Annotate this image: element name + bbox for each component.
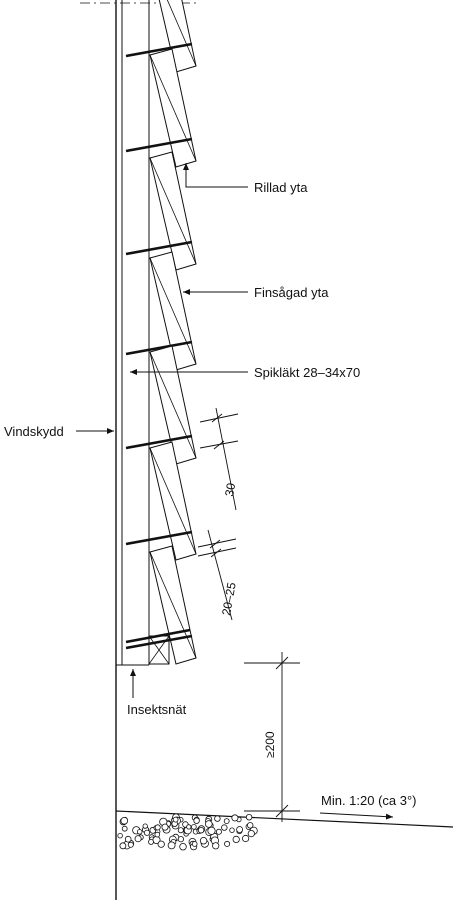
gravel-stone	[161, 823, 169, 831]
dimension-30	[199, 407, 239, 511]
gravel-stone	[148, 839, 154, 845]
leader-rillad	[183, 163, 248, 188]
cladding-boards	[125, 0, 197, 665]
gravel-stone	[199, 837, 208, 845]
gravel-stone	[154, 831, 161, 838]
gravel-stone	[247, 829, 255, 838]
nail	[125, 434, 193, 450]
gravel-stone	[127, 841, 134, 848]
gravel-stone	[167, 841, 176, 850]
nail	[125, 530, 193, 546]
gravel-stone	[245, 814, 253, 821]
label-rillad-yta: Rillad yta	[254, 180, 308, 195]
insect-net-block	[148, 635, 170, 665]
gravel-stone	[232, 835, 240, 844]
gravel-stone	[117, 833, 123, 839]
gravel-stone	[143, 829, 151, 836]
gravel-stone	[223, 818, 230, 824]
gravel-stone	[205, 820, 213, 828]
gravel-stone	[119, 842, 127, 850]
gravel-stone	[191, 841, 198, 847]
gravel-stone	[177, 836, 184, 843]
gravel-stone	[246, 822, 254, 829]
gravel-stone	[154, 824, 161, 831]
board-diagonal	[149, 447, 197, 555]
dimension-200	[244, 652, 300, 822]
gravel-stone	[212, 842, 220, 850]
gravel-stone	[229, 827, 235, 833]
gravel-stone	[221, 824, 228, 831]
dimension-30-label: 30	[222, 482, 238, 498]
board-diagonal	[149, 551, 197, 659]
label-spiklakt: Spikläkt 28–34x70	[254, 365, 360, 380]
gravel-stone	[124, 835, 132, 843]
nail	[125, 137, 193, 153]
dimension-20-25-label: 20–25	[219, 581, 239, 617]
gravel-stone	[207, 826, 216, 835]
gravel-stone	[231, 814, 239, 822]
gravel-stone	[224, 840, 231, 847]
label-vindskydd: Vindskydd	[4, 424, 64, 439]
dimension-200-label: ≥200	[263, 731, 277, 758]
gravel-stone	[136, 829, 143, 835]
ground-line	[115, 810, 454, 828]
nail	[125, 634, 193, 650]
gravel-stone	[172, 816, 179, 823]
gravel-stone	[179, 843, 187, 851]
gravel-stone	[177, 827, 184, 834]
board-diagonal	[149, 157, 197, 265]
gravel-stone	[193, 817, 200, 824]
board-diagonal	[149, 351, 197, 459]
nail	[125, 42, 193, 58]
dimension-20-25	[197, 529, 237, 621]
gravel-stone	[215, 828, 222, 835]
gravel-stone	[142, 823, 148, 829]
slope-arrow	[319, 812, 394, 820]
gravel-stone	[121, 825, 128, 832]
gravel-stone	[242, 834, 250, 843]
nail	[125, 340, 193, 356]
label-slope: Min. 1:20 (ca 3°)	[321, 793, 417, 808]
gravel-stone	[197, 827, 205, 834]
gravel-fill	[117, 813, 258, 851]
nail	[125, 240, 193, 256]
gravel-stone	[120, 816, 129, 825]
board-diagonal	[149, 54, 197, 162]
label-insektsnat: Insektsnät	[127, 702, 187, 717]
gravel-stone	[236, 826, 244, 833]
board-diagonal	[149, 257, 197, 365]
gravel-stone	[214, 815, 221, 822]
gravel-stone	[191, 824, 197, 830]
gravel-stone	[157, 840, 165, 848]
board-diagonal	[166, 0, 197, 67]
gravel-stone	[186, 824, 192, 830]
label-finsagad-yta: Finsågad yta	[254, 285, 329, 300]
gravel-stone	[134, 835, 142, 843]
